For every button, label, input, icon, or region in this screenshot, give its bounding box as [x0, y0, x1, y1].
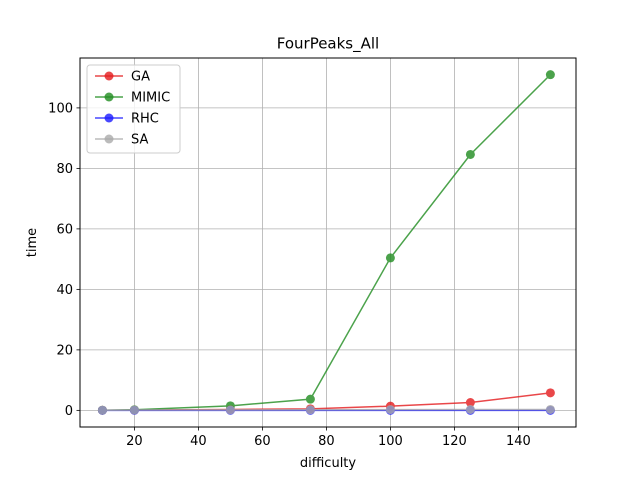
- data-point-sa: [305, 405, 315, 415]
- legend-item-ga: GA: [95, 70, 150, 85]
- legend-label: SA: [131, 133, 148, 148]
- y-axis-label: time: [25, 228, 40, 257]
- data-point-sa: [225, 405, 235, 415]
- x-tick-label: 20: [126, 434, 143, 449]
- series-line-sa: [102, 408, 551, 411]
- legend-swatch-marker: [104, 134, 114, 144]
- legend-swatch-marker: [104, 92, 114, 102]
- data-point-mimic: [465, 149, 475, 159]
- legend-item-mimic: MIMIC: [95, 91, 170, 106]
- legend-label: GA: [131, 70, 150, 85]
- data-point-sa: [465, 404, 475, 414]
- data-point-sa: [545, 404, 555, 414]
- data-point-ga: [465, 398, 475, 408]
- data-point-sa: [385, 405, 395, 415]
- data-point-sa: [97, 405, 107, 415]
- x-axis-label: difficulty: [300, 456, 357, 471]
- data-point-mimic: [385, 253, 395, 263]
- y-tick-label: 100: [48, 101, 73, 116]
- legend-label: RHC: [131, 112, 159, 127]
- x-tick-label: 80: [318, 434, 335, 449]
- legend-swatch-marker: [104, 71, 114, 81]
- y-tick-label: 20: [56, 343, 73, 358]
- x-tick-label: 140: [506, 434, 531, 449]
- legend-item-sa: SA: [95, 133, 148, 148]
- legend: GA MIMIC RHC SA: [86, 64, 181, 154]
- legend-item-rhc: RHC: [95, 112, 159, 127]
- data-point-ga: [545, 388, 555, 398]
- data-point-mimic: [305, 394, 315, 404]
- legend-label: MIMIC: [131, 91, 170, 106]
- series-sa: [97, 404, 555, 415]
- x-tick-label: 100: [378, 434, 403, 449]
- series-layer: [97, 70, 555, 415]
- y-tick-label: 40: [56, 283, 73, 298]
- x-tick-label: 40: [190, 434, 207, 449]
- ticks: 20 40 60 80 100 120 140 0 20 40 60 80 100: [48, 101, 531, 449]
- plot-frame: [79, 57, 577, 428]
- legend-swatch-marker: [104, 113, 114, 123]
- data-point-mimic: [545, 70, 555, 80]
- y-tick-label: 60: [56, 222, 73, 237]
- data-point-sa: [129, 405, 139, 415]
- y-tick-label: 0: [65, 404, 73, 419]
- x-tick-label: 60: [254, 434, 271, 449]
- x-tick-label: 120: [442, 434, 467, 449]
- chart-title: FourPeaks_All: [277, 35, 379, 54]
- y-tick-label: 80: [56, 162, 73, 177]
- legend-box: [86, 64, 181, 154]
